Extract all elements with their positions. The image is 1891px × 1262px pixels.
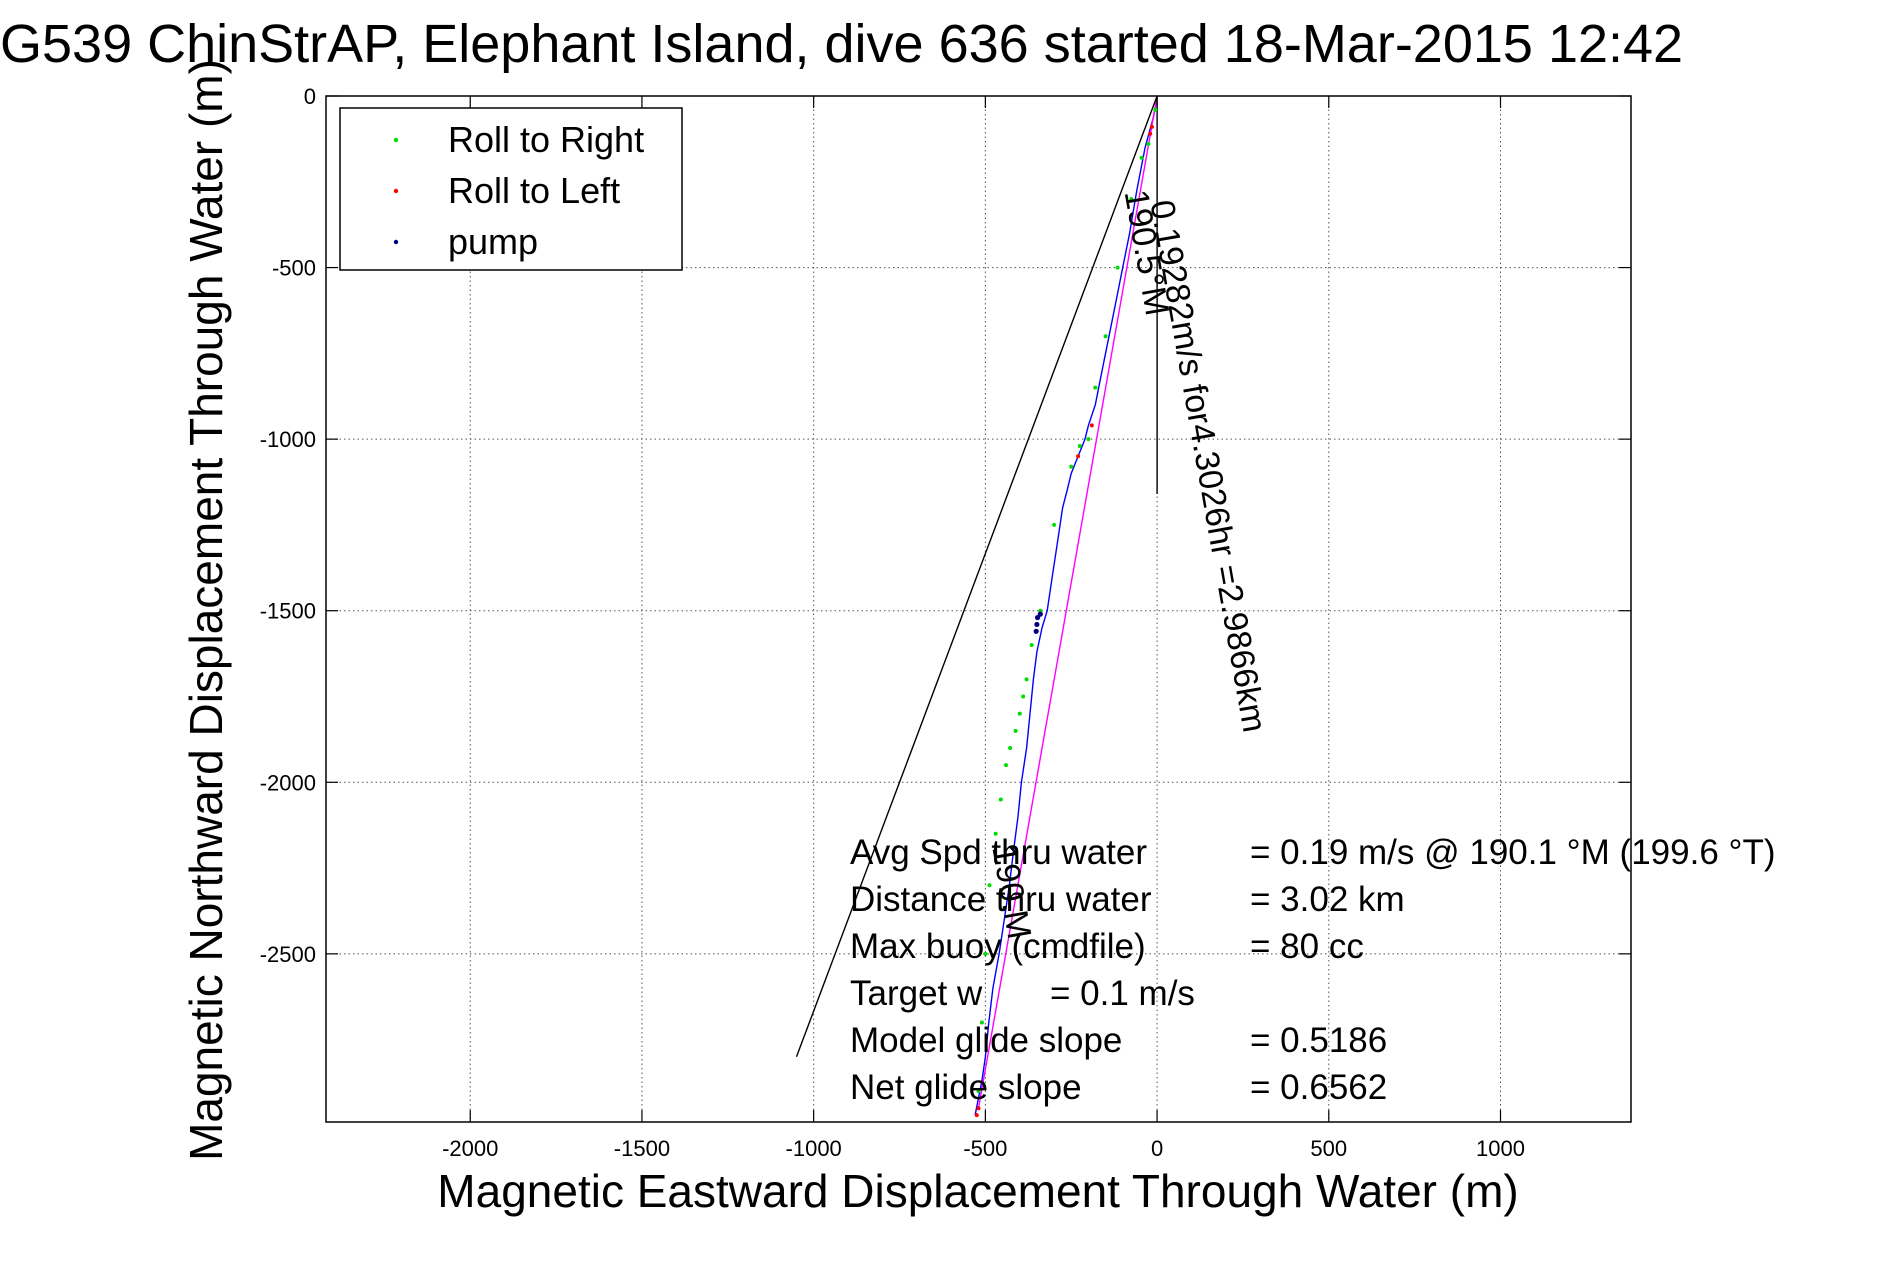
y-tick-label: 0 xyxy=(304,84,316,109)
marker-pump xyxy=(1037,611,1043,617)
series-line-1 xyxy=(977,95,1158,1109)
info-value: = 0.5186 xyxy=(1250,1021,1387,1060)
y-tick-label: -2500 xyxy=(260,942,316,967)
marker-roll-left xyxy=(1148,131,1153,136)
marker-roll-right xyxy=(987,883,992,888)
marker-roll-right xyxy=(976,1089,981,1094)
info-value: = 0.6562 xyxy=(1250,1068,1387,1107)
x-tick-labels: -2000 -1500 -1000 -500 0 500 1000 xyxy=(442,1136,1525,1161)
y-tick-labels: 0 -500 -1000 -1500 -2000 -2500 xyxy=(260,84,316,967)
marker-roll-right xyxy=(1086,437,1091,442)
y-axis-label: Magnetic Northward Displacement Through … xyxy=(180,59,232,1161)
marker-roll-right xyxy=(1052,522,1057,527)
marker-roll-right xyxy=(1008,745,1013,750)
info-label: Distance thru water xyxy=(850,880,1152,919)
info-text-block: Avg Spd thru water = 0.19 m/s @ 190.1 °M … xyxy=(850,833,1776,1107)
marker-roll-right xyxy=(998,797,1003,802)
legend-label: Roll to Left xyxy=(448,170,620,211)
x-tick-label: 0 xyxy=(1151,1136,1163,1161)
marker-roll-right xyxy=(979,1020,984,1025)
series-line-0 xyxy=(974,95,1158,1116)
y-tick-label: -500 xyxy=(272,256,316,281)
legend-marker xyxy=(393,188,399,194)
info-label: Max buoy (cmdfile) xyxy=(850,927,1146,966)
y-tick-label: -2000 xyxy=(260,770,316,795)
info-label: Net glide slope xyxy=(850,1068,1082,1107)
marker-layer xyxy=(974,107,1158,1118)
marker-pump xyxy=(1034,621,1040,628)
marker-roll-right xyxy=(1038,608,1043,613)
marker-roll-right xyxy=(1093,385,1098,390)
series-layer xyxy=(795,95,1158,1116)
info-value: = 3.02 km xyxy=(1250,880,1405,919)
legend-label: Roll to Right xyxy=(448,119,644,160)
marker-roll-right xyxy=(1024,677,1029,682)
x-tick-label: -1000 xyxy=(786,1136,842,1161)
marker-roll-right xyxy=(1029,643,1034,648)
legend-label: pump xyxy=(448,221,538,262)
x-tick-label: 500 xyxy=(1310,1136,1347,1161)
legend: Roll to Right Roll to Left pump xyxy=(339,107,683,271)
marker-roll-right xyxy=(1139,155,1144,160)
marker-roll-right xyxy=(1069,464,1074,469)
marker-roll-left xyxy=(1149,124,1154,129)
marker-roll-left xyxy=(1076,454,1081,459)
x-tick-label: -2000 xyxy=(442,1136,498,1161)
marker-roll-left xyxy=(974,1113,979,1118)
axes-box xyxy=(325,95,1632,1123)
marker-roll-left xyxy=(1089,423,1094,428)
y-tick-label: -1000 xyxy=(260,427,316,452)
legend-marker xyxy=(393,137,399,143)
marker-roll-right xyxy=(1153,107,1158,112)
marker-pump xyxy=(1033,628,1039,634)
y-tick-label: -1500 xyxy=(260,599,316,624)
marker-roll-right xyxy=(1077,444,1082,449)
info-label: Target w xyxy=(850,974,983,1013)
info-value: = 0.19 m/s @ 190.1 °M (199.6 °T) xyxy=(1250,833,1776,872)
x-tick-label: -500 xyxy=(963,1136,1007,1161)
marker-roll-right xyxy=(1003,763,1008,768)
marker-roll-right xyxy=(983,951,988,956)
x-tick-label: -1500 xyxy=(614,1136,670,1161)
marker-roll-right xyxy=(1103,334,1108,339)
legend-marker xyxy=(393,239,399,245)
info-value: = 0.1 m/s xyxy=(1050,974,1195,1013)
info-value: = 80 cc xyxy=(1250,927,1364,966)
marker-roll-right xyxy=(1129,196,1134,201)
info-label: Model glide slope xyxy=(850,1021,1122,1060)
series-line-2 xyxy=(795,95,1158,1058)
marker-roll-right xyxy=(1017,711,1022,716)
marker-roll-right xyxy=(1013,728,1018,733)
chart-title: G539 ChinStrAP, Elephant Island, dive 63… xyxy=(0,14,1683,74)
marker-roll-right xyxy=(1115,265,1120,270)
marker-roll-right xyxy=(993,831,998,836)
info-label: Avg Spd thru water xyxy=(850,833,1147,872)
x-tick-label: 1000 xyxy=(1476,1136,1525,1161)
marker-roll-left xyxy=(976,1106,981,1111)
x-axis-label: Magnetic Eastward Displacement Through W… xyxy=(437,1165,1518,1217)
marker-roll-right xyxy=(1146,142,1151,147)
marker-roll-right xyxy=(1021,694,1026,699)
